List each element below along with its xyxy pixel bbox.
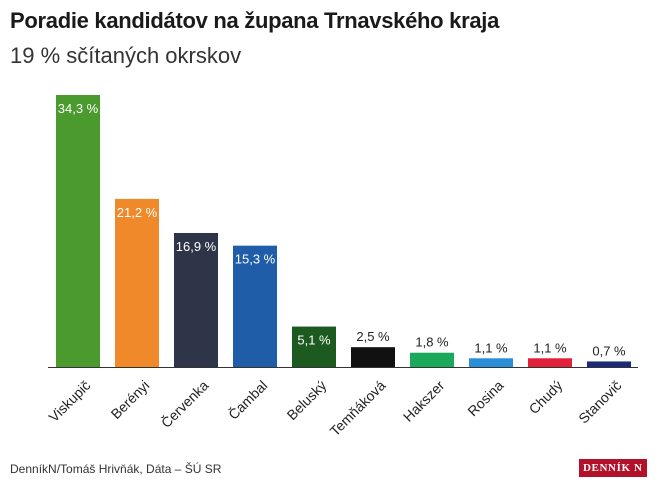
bar-group: 1,1 % Rosina [464, 340, 513, 419]
bar-chart: 34,3 % Viskupič 21,2 % Berényi 16,9 % Červenk… [45, 95, 638, 439]
category-label: Viskupič [45, 377, 93, 425]
category-label: Hakszer [400, 377, 448, 425]
bar-value-label: 15,3 % [235, 252, 276, 267]
chart-subtitle: 19 % sčítaných okrskov [10, 43, 242, 68]
category-label: Čambal [225, 377, 270, 422]
bar-value-label: 5,1 % [297, 333, 331, 348]
bar-value-label: 21,2 % [117, 205, 158, 220]
bar-value-label: 16,9 % [176, 239, 217, 254]
category-label: Rosina [464, 377, 506, 419]
bar [233, 245, 277, 367]
bar-group: 0,7 % Stanovič [575, 343, 631, 426]
bar [56, 95, 100, 367]
bar-value-label: 1,1 % [533, 340, 567, 355]
bar [115, 198, 159, 367]
chart-title: Poradie kandidátov na župana Trnavského … [10, 8, 500, 33]
bar-value-label: 1,1 % [474, 340, 508, 355]
bar [410, 352, 454, 367]
category-label: Stanovič [575, 377, 624, 426]
bar [351, 347, 395, 367]
bar-value-label: 0,7 % [592, 343, 626, 358]
source-note: DenníkN/Tomáš Hrivňák, Dáta – ŠÚ SR [10, 462, 222, 476]
bar-group: 2,5 % Temňáková [327, 329, 395, 439]
bar-group: 5,1 % Beluský [283, 326, 336, 423]
category-label: Chudý [526, 377, 566, 417]
category-label: Temňáková [327, 377, 389, 439]
category-label: Berényi [108, 377, 153, 422]
bar [292, 326, 336, 367]
bar-value-label: 1,8 % [415, 335, 449, 350]
bar-value-label: 34,3 % [58, 101, 99, 116]
category-label: Červenka [158, 377, 212, 431]
bar-group: 1,1 % Chudý [526, 340, 572, 417]
bar [469, 358, 513, 367]
bar [587, 361, 631, 367]
bar-group: 34,3 % Viskupič [45, 95, 100, 425]
bar-group: 1,8 % Hakszer [400, 335, 454, 425]
category-label: Beluský [283, 377, 329, 423]
bar-group: 21,2 % Berényi [108, 198, 159, 422]
bar [174, 232, 218, 367]
bar-group: 16,9 % Červenka [158, 232, 218, 431]
bar-value-label: 2,5 % [356, 329, 390, 344]
bar [528, 358, 572, 367]
bar-group: 15,3 % Čambal [225, 245, 277, 423]
brand-logo: DENNÍK N [579, 459, 647, 477]
